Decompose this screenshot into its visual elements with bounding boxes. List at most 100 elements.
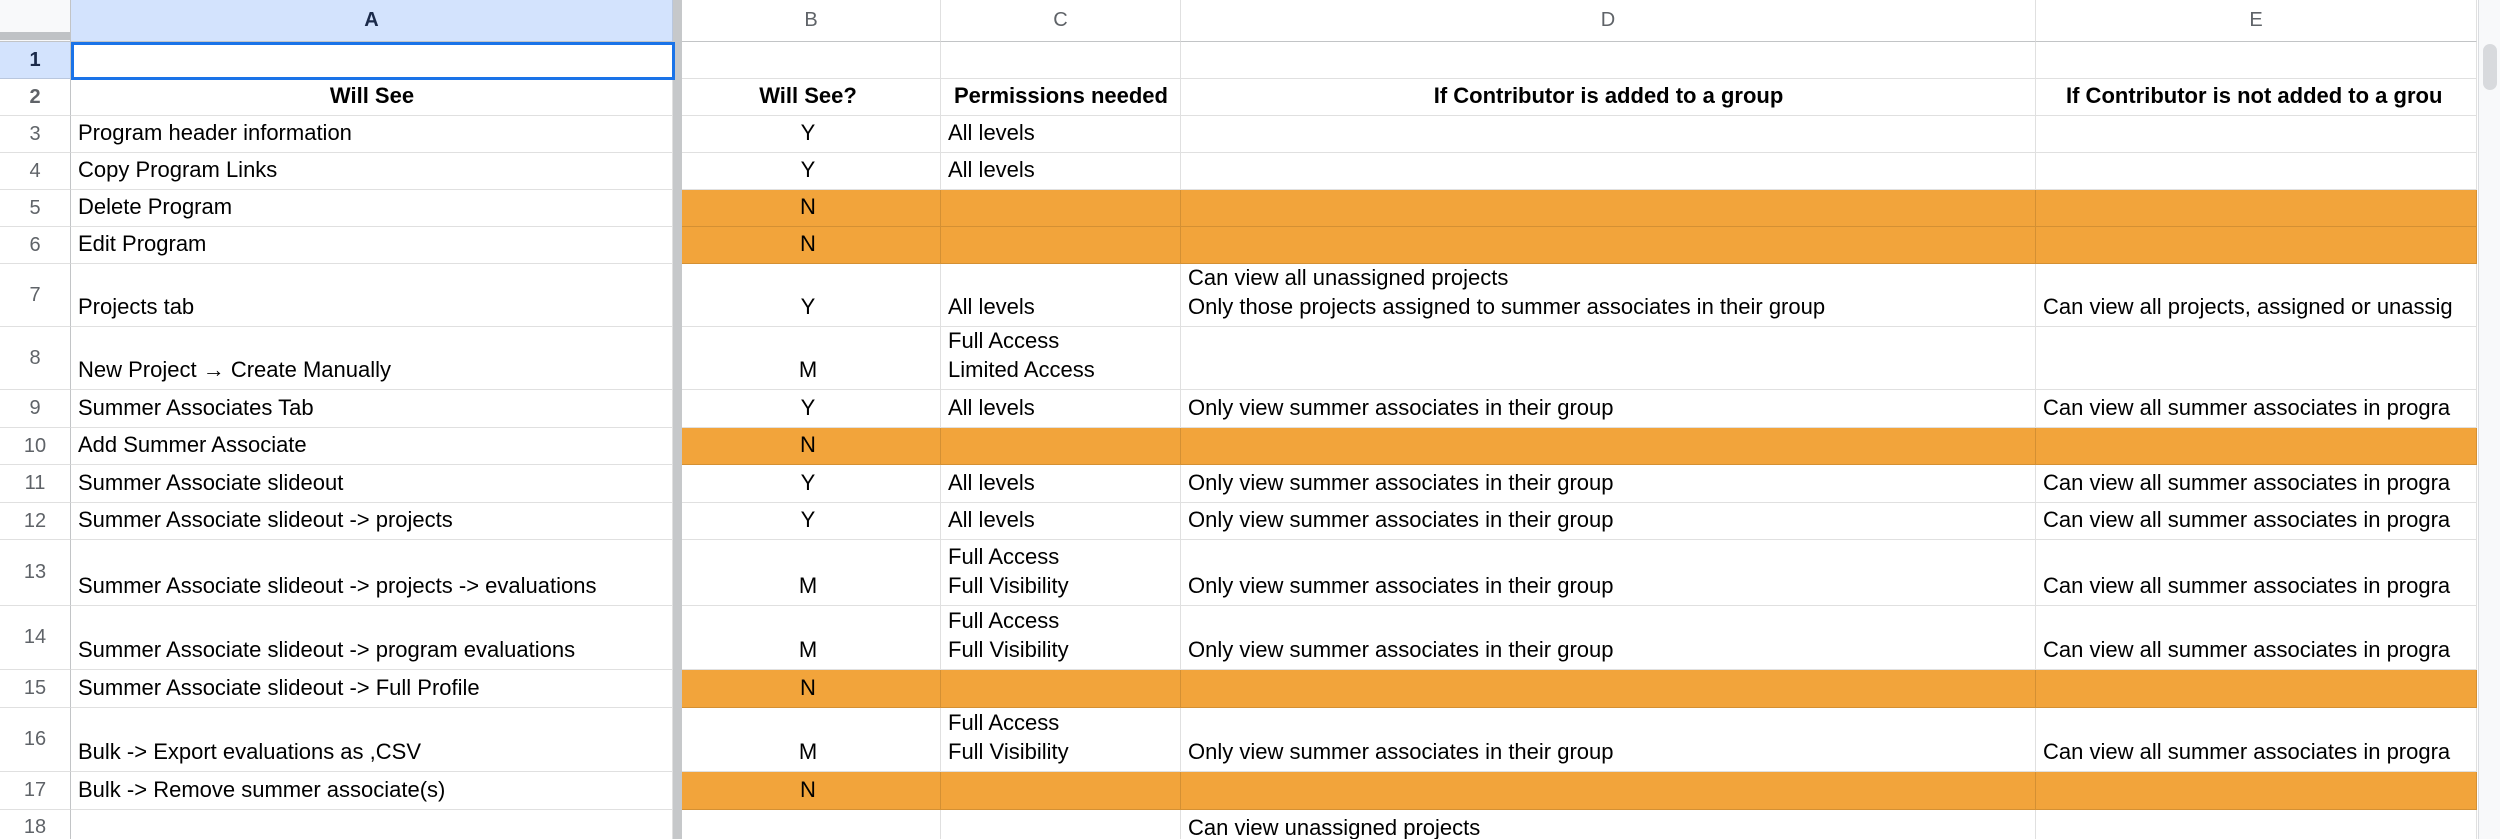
cell-D12[interactable]: Only view summer associates in their gro… [1181,503,2036,540]
frozen-column-divider[interactable] [673,227,682,264]
cell-D14[interactable]: Only view summer associates in their gro… [1181,606,2036,670]
cell-C13[interactable]: Full Access Full Visibility [941,540,1181,606]
cell-C6[interactable] [941,227,1181,264]
cell-A4[interactable]: Copy Program Links [71,153,673,190]
cell-D6[interactable] [1181,227,2036,264]
cell-B8[interactable]: M [682,327,941,390]
cell-C7[interactable]: All levels [941,264,1181,327]
cell-B18[interactable] [682,810,941,839]
row-header-2[interactable]: 2 [0,79,71,116]
row-header-13[interactable]: 13 [0,540,71,606]
frozen-column-divider[interactable] [673,327,682,390]
frozen-column-divider[interactable] [673,708,682,772]
cell-D4[interactable] [1181,153,2036,190]
cell-B11[interactable]: Y [682,465,941,503]
cell-C14[interactable]: Full Access Full Visibility [941,606,1181,670]
row-header-1[interactable]: 1 [0,42,71,79]
row-header-15[interactable]: 15 [0,670,71,708]
cell-D1[interactable] [1181,42,2036,79]
cell-E15[interactable] [2036,670,2477,708]
cell-E9[interactable]: Can view all summer associates in progra [2036,390,2477,428]
cell-C10[interactable] [941,428,1181,465]
cell-E1[interactable] [2036,42,2477,79]
cell-E12[interactable]: Can view all summer associates in progra [2036,503,2477,540]
row-header-11[interactable]: 11 [0,465,71,503]
frozen-column-divider[interactable] [673,465,682,503]
row-header-8[interactable]: 8 [0,327,71,390]
frozen-column-divider[interactable] [673,0,682,42]
cell-B3[interactable]: Y [682,116,941,153]
cell-A10[interactable]: Add Summer Associate [71,428,673,465]
cell-B10[interactable]: N [682,428,941,465]
row-header-12[interactable]: 12 [0,503,71,540]
cell-B4[interactable]: Y [682,153,941,190]
cell-A9[interactable]: Summer Associates Tab [71,390,673,428]
cell-C17[interactable] [941,772,1181,810]
cell-C9[interactable]: All levels [941,390,1181,428]
cell-B9[interactable]: Y [682,390,941,428]
row-header-9[interactable]: 9 [0,390,71,428]
cell-B16[interactable]: M [682,708,941,772]
cell-D16[interactable]: Only view summer associates in their gro… [1181,708,2036,772]
cell-C15[interactable] [941,670,1181,708]
cell-B17[interactable]: N [682,772,941,810]
cell-E8[interactable] [2036,327,2477,390]
cell-A5[interactable]: Delete Program [71,190,673,227]
cell-C11[interactable]: All levels [941,465,1181,503]
cell-C1[interactable] [941,42,1181,79]
cell-E3[interactable] [2036,116,2477,153]
cell-D11[interactable]: Only view summer associates in their gro… [1181,465,2036,503]
cell-B1[interactable] [682,42,941,79]
cell-A18[interactable] [71,810,673,839]
cell-D5[interactable] [1181,190,2036,227]
row-header-18[interactable]: 18 [0,810,71,839]
cell-A16[interactable]: Bulk -> Export evaluations as ,CSV [71,708,673,772]
cell-D17[interactable] [1181,772,2036,810]
cell-B13[interactable]: M [682,540,941,606]
frozen-column-divider[interactable] [673,428,682,465]
cell-B12[interactable]: Y [682,503,941,540]
frozen-column-divider[interactable] [673,540,682,606]
column-header-E[interactable]: E [2036,0,2477,42]
cell-A3[interactable]: Program header information [71,116,673,153]
cell-E17[interactable] [2036,772,2477,810]
cell-B7[interactable]: Y [682,264,941,327]
frozen-column-divider[interactable] [673,390,682,428]
scrollbar-thumb[interactable] [2483,44,2497,90]
cell-A6[interactable]: Edit Program [71,227,673,264]
frozen-column-divider[interactable] [673,606,682,670]
cell-E16[interactable]: Can view all summer associates in progra [2036,708,2477,772]
cell-E10[interactable] [2036,428,2477,465]
cell-A15[interactable]: Summer Associate slideout -> Full Profil… [71,670,673,708]
vertical-scrollbar[interactable] [2478,0,2500,839]
cell-D3[interactable] [1181,116,2036,153]
row-header-17[interactable]: 17 [0,772,71,810]
cell-C2[interactable]: Permissions needed [941,79,1181,116]
column-header-C[interactable]: C [941,0,1181,42]
cell-D13[interactable]: Only view summer associates in their gro… [1181,540,2036,606]
cell-D7[interactable]: Can view all unassigned projects Only th… [1181,264,2036,327]
cell-C4[interactable]: All levels [941,153,1181,190]
cell-C5[interactable] [941,190,1181,227]
cell-E4[interactable] [2036,153,2477,190]
select-all-corner[interactable] [0,0,71,42]
cell-D9[interactable]: Only view summer associates in their gro… [1181,390,2036,428]
column-header-A[interactable]: A [71,0,673,42]
row-header-4[interactable]: 4 [0,153,71,190]
column-header-D[interactable]: D [1181,0,2036,42]
row-header-7[interactable]: 7 [0,264,71,327]
cell-A17[interactable]: Bulk -> Remove summer associate(s) [71,772,673,810]
cell-B14[interactable]: M [682,606,941,670]
frozen-column-divider[interactable] [673,190,682,227]
cell-A2[interactable]: Will See [71,79,673,116]
row-header-6[interactable]: 6 [0,227,71,264]
cell-C18[interactable] [941,810,1181,839]
cell-D10[interactable] [1181,428,2036,465]
cell-C16[interactable]: Full Access Full Visibility [941,708,1181,772]
cell-D15[interactable] [1181,670,2036,708]
cell-B2[interactable]: Will See? [682,79,941,116]
cell-C3[interactable]: All levels [941,116,1181,153]
cell-E7[interactable]: Can view all projects, assigned or unass… [2036,264,2477,327]
freeze-handle[interactable] [0,32,70,40]
cell-A11[interactable]: Summer Associate slideout [71,465,673,503]
